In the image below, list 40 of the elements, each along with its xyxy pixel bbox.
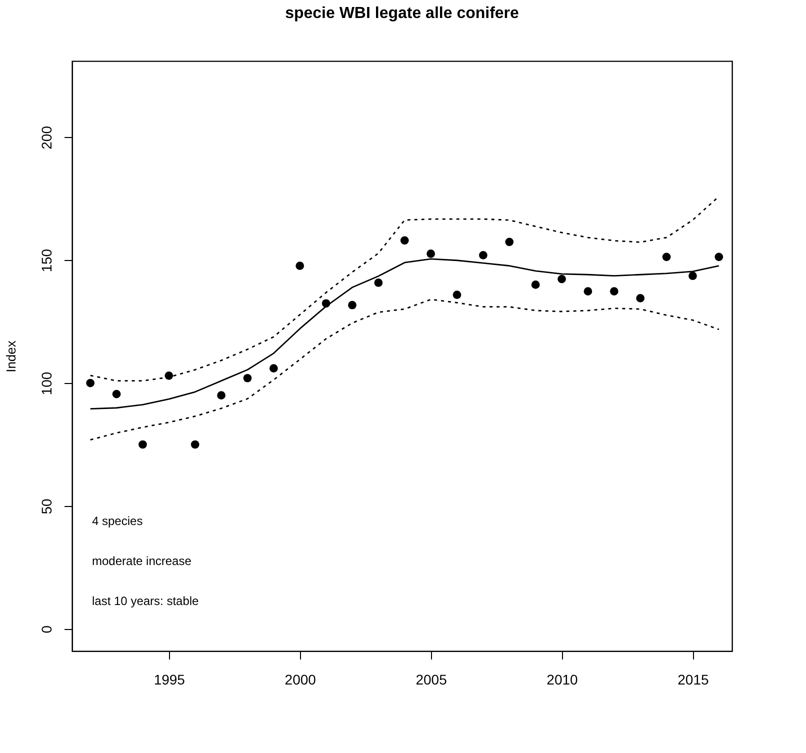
point: [610, 287, 618, 296]
y-tick-label: 50: [38, 498, 54, 514]
line-series: [90, 298, 720, 441]
point: [531, 280, 540, 289]
y-axis-title: Index: [4, 340, 18, 372]
y-tick-label: 100: [38, 372, 54, 396]
x-tick-label: 2015: [678, 672, 709, 688]
point: [217, 391, 226, 400]
point: [505, 238, 514, 246]
point: [452, 290, 462, 299]
point: [243, 374, 252, 382]
point: [558, 274, 566, 284]
point: [688, 272, 697, 280]
point: [479, 251, 488, 260]
y-tick-label: 150: [38, 248, 54, 272]
point: [164, 371, 174, 380]
point: [374, 278, 383, 287]
point: [714, 252, 724, 262]
point: [584, 287, 592, 296]
y-tick-label: 0: [38, 625, 54, 634]
chart-title: specie WBI legate alle conifere: [285, 5, 520, 22]
point: [662, 252, 671, 262]
annotation: last 10 years: stable: [92, 594, 200, 608]
point: [426, 250, 435, 258]
point: [348, 300, 356, 310]
point: [400, 236, 409, 245]
x-tick-label: 1995: [154, 672, 186, 688]
point: [112, 390, 121, 398]
x-tick-label: 2000: [284, 672, 316, 688]
y-tick-label: 200: [38, 126, 54, 150]
x-tick-label: 2005: [416, 672, 448, 688]
point: [190, 440, 200, 449]
annotation: moderate increase: [92, 554, 192, 568]
annotation: 4 species: [92, 514, 143, 528]
point: [269, 364, 278, 372]
point: [296, 262, 304, 270]
point: [636, 294, 645, 302]
point: [86, 378, 95, 388]
x-tick-label: 2010: [546, 672, 578, 688]
point: [138, 440, 147, 449]
